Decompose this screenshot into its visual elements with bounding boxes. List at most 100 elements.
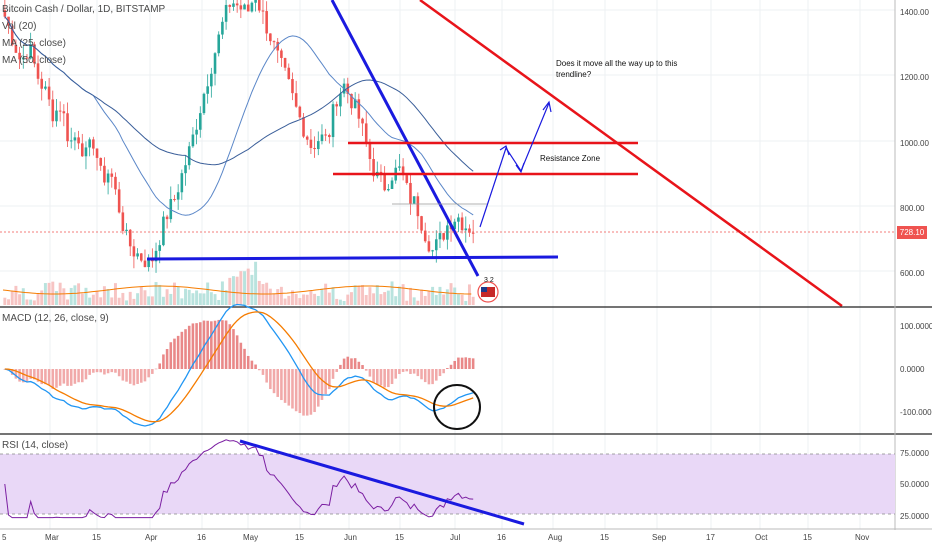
- volume-bar: [113, 283, 117, 305]
- volume-bar: [349, 292, 353, 305]
- macd-hist-bar: [324, 369, 327, 395]
- y-tick-1000: 1000.00: [900, 139, 929, 148]
- macd-hist-bar: [117, 369, 121, 377]
- candle-body: [210, 73, 213, 87]
- price-candles: [3, 0, 475, 273]
- candle-body: [51, 99, 55, 122]
- candle-body: [364, 123, 368, 144]
- volume-bar: [405, 300, 409, 305]
- macd-hist-bar: [33, 369, 36, 380]
- volume-bar: [10, 291, 14, 305]
- candle-body: [298, 106, 302, 118]
- volume-bar: [290, 290, 294, 305]
- macd-hist-bar: [128, 369, 132, 384]
- volume-bar: [298, 298, 302, 305]
- volume-bar: [386, 290, 390, 305]
- rsi-trendline[interactable]: [239, 439, 525, 526]
- macd-hist-bar: [438, 369, 442, 377]
- volume-bar: [36, 293, 40, 305]
- candle-body: [434, 239, 438, 251]
- volume-bar: [431, 286, 435, 305]
- volume-bar: [379, 294, 383, 305]
- candle-body: [114, 176, 117, 190]
- volume-bar: [464, 300, 468, 305]
- macd-hist-bar: [176, 335, 180, 369]
- candle-body: [173, 199, 176, 201]
- volume-bar: [294, 293, 298, 305]
- volume-bar: [408, 287, 412, 305]
- macd-hist-bar: [416, 369, 420, 377]
- support-line[interactable]: [146, 255, 559, 261]
- macd-hist-bar: [328, 369, 331, 390]
- resistance-zone-label[interactable]: Resistance Zone: [540, 154, 601, 163]
- red-downtrend-line[interactable]: [419, 0, 843, 308]
- volume-bar: [106, 289, 110, 305]
- blue-downtrend-line[interactable]: [330, 0, 480, 277]
- candle-body: [357, 99, 361, 119]
- macd-hist-bar: [165, 349, 169, 369]
- candle-body: [158, 245, 162, 251]
- volume-bar: [165, 289, 169, 305]
- candle-body: [398, 166, 401, 168]
- macd-hist-bar: [121, 369, 125, 381]
- macd-hist-bar: [224, 320, 228, 369]
- candle-body: [309, 139, 313, 148]
- candle-body: [361, 118, 364, 124]
- macd-hist-bar: [468, 357, 471, 369]
- candle-body: [121, 212, 125, 231]
- volume-bar: [420, 289, 424, 305]
- volume-bar: [313, 293, 317, 305]
- macd-hist-bar: [139, 369, 143, 383]
- volume-bar: [102, 286, 106, 305]
- volume-bar: [272, 293, 276, 305]
- candle-body: [335, 104, 339, 107]
- volume-bar: [169, 293, 173, 305]
- macd-label: MACD (12, 26, close, 9): [2, 313, 109, 324]
- volume-label: Vol (20): [2, 21, 37, 32]
- macd-hist-bar: [62, 369, 66, 384]
- volume-bar: [427, 291, 431, 305]
- volume-bar: [128, 291, 132, 305]
- candle-body: [331, 104, 335, 138]
- macd-hist-bar: [206, 320, 209, 369]
- rsi-band: [0, 454, 895, 514]
- flag-icon-stripe: [481, 287, 487, 292]
- macd-hist-bar: [254, 364, 257, 369]
- macd-hist-bar: [342, 358, 346, 369]
- candle-body: [162, 216, 165, 246]
- x-tick: 15: [295, 533, 304, 542]
- candle-body: [464, 228, 468, 231]
- candle-body: [372, 159, 375, 177]
- volume-bar: [434, 294, 438, 305]
- macd-hist-bar: [191, 323, 195, 369]
- macd-hist-bar: [99, 369, 103, 373]
- volume-bar: [239, 271, 243, 305]
- volume-bar: [261, 284, 265, 305]
- volume-bar: [250, 274, 254, 305]
- volume-bar: [191, 293, 195, 305]
- candle-body: [276, 41, 280, 51]
- candle-body: [420, 216, 423, 231]
- candle-body: [106, 173, 110, 183]
- volume-bar: [172, 282, 176, 305]
- candle-body: [383, 174, 386, 191]
- x-tick: 15: [395, 533, 404, 542]
- rsi-tick-50: 50.0000: [900, 480, 929, 489]
- macd-hist-bar: [298, 369, 302, 414]
- macd-hist-bar: [434, 369, 438, 381]
- macd-circle-drawing[interactable]: [433, 384, 481, 430]
- candle-body: [412, 196, 416, 204]
- candle-body: [147, 257, 150, 268]
- volume-bar: [180, 298, 184, 305]
- volume-bar: [136, 293, 140, 305]
- macd-hist-bar: [95, 369, 99, 373]
- projection-arrow-path[interactable]: [479, 102, 550, 228]
- chart-title: Bitcoin Cash / Dollar, 1D, BITSTAMP: [2, 4, 166, 15]
- volume-bar: [187, 289, 191, 305]
- volume-bar: [316, 295, 320, 305]
- candle-body: [339, 93, 342, 107]
- candle-body: [405, 175, 409, 183]
- candle-body: [10, 25, 14, 45]
- question-annotation[interactable]: Does it move all the way up to this tren…: [556, 58, 677, 80]
